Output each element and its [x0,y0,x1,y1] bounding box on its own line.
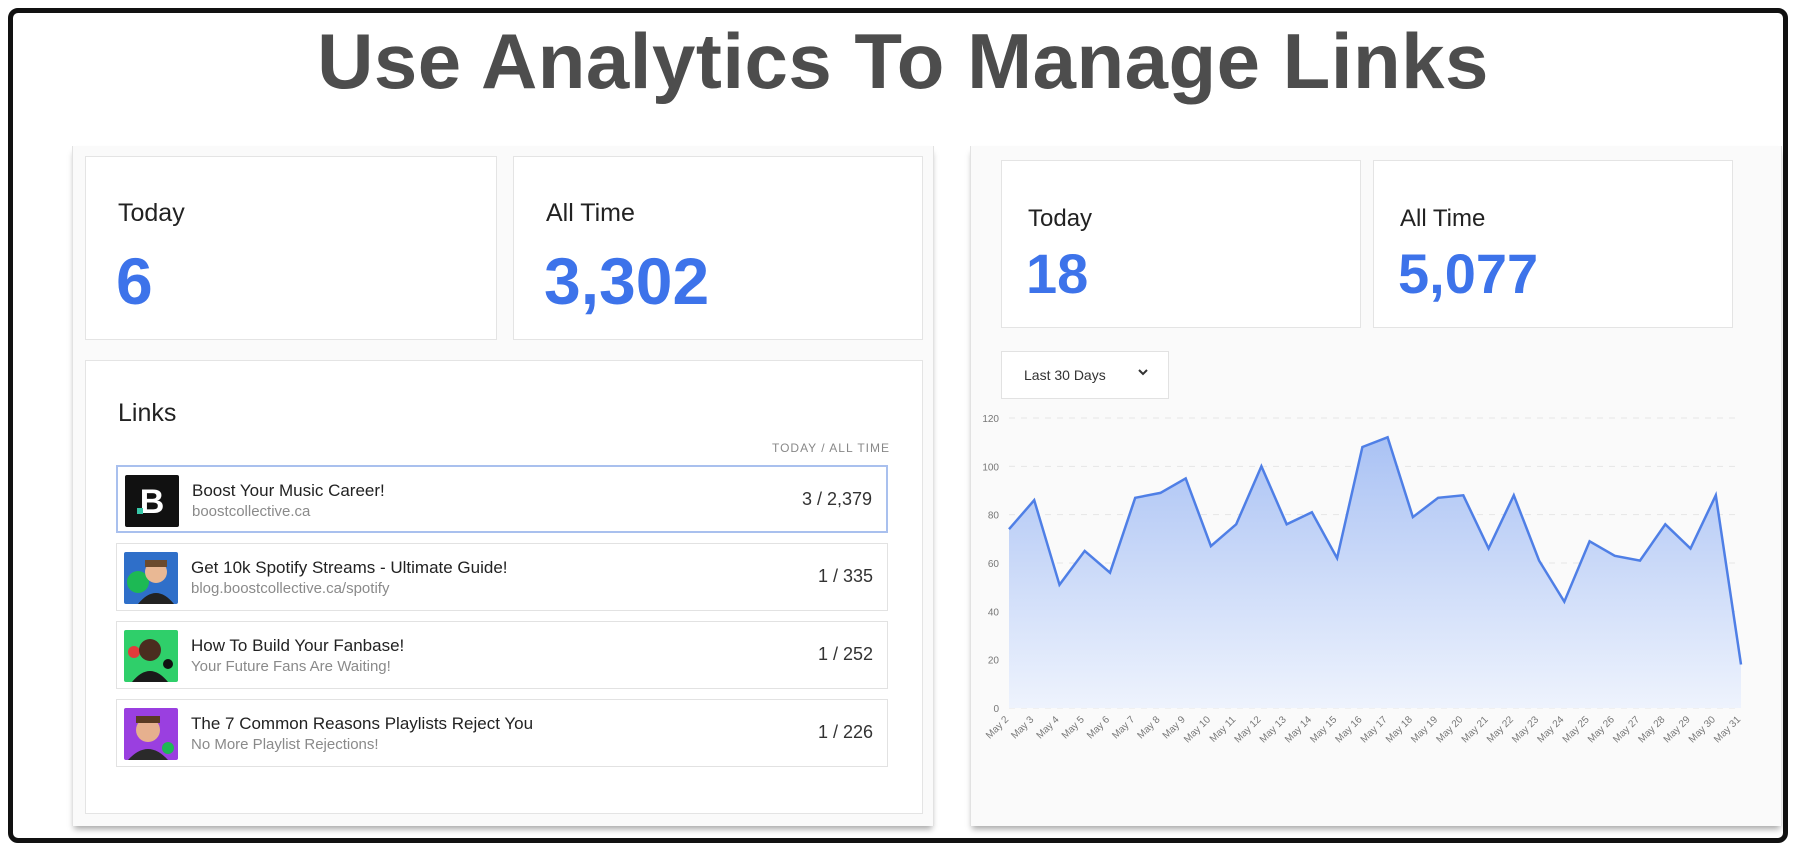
link-title: Get 10k Spotify Streams - Ultimate Guide… [191,558,508,577]
x-tick-label: May 30 [1687,714,1718,745]
all-time-label: All Time [546,199,635,227]
x-tick-label: May 12 [1233,714,1264,745]
x-tick-label: May 21 [1460,714,1491,745]
x-tick-label: May 4 [1035,714,1062,741]
link-subtitle: No More Playlist Rejections! [191,736,379,753]
column-header: TODAY / ALL TIME [771,441,890,455]
x-tick-label: May 15 [1308,714,1339,745]
x-tick-label: May 23 [1510,714,1541,745]
x-tick-label: May 25 [1561,714,1592,745]
y-tick-label: 40 [988,607,1000,618]
y-tick-label: 80 [988,511,1000,522]
y-axis-ticks: 0 20 40 60 80 100 120 [982,414,999,715]
x-tick-label: May 16 [1334,714,1365,745]
today-label: Today [1028,205,1093,232]
today-label: Today [118,199,185,227]
x-tick-label: May 3 [1009,714,1036,741]
link-row[interactable]: How To Build Your Fanbase! Your Future F… [116,621,888,689]
link-title: How To Build Your Fanbase! [191,636,405,655]
x-tick-label: May 29 [1662,714,1693,745]
link-row[interactable]: The 7 Common Reasons Playlists Reject Yo… [116,699,888,767]
x-tick-label: May 31 [1712,714,1743,745]
x-tick-label: May 24 [1535,714,1566,745]
y-tick-label: 60 [988,559,1000,570]
today-value: 18 [1026,242,1089,305]
person-thumbnail-icon [124,708,178,760]
date-range-label: Last 30 Days [1024,367,1106,383]
link-subtitle: boostcollective.ca [192,503,311,520]
x-tick-label: May 18 [1384,714,1415,745]
link-row[interactable]: Get 10k Spotify Streams - Ultimate Guide… [116,543,888,611]
link-subtitle: blog.boostcollective.ca/spotify [191,580,390,597]
x-tick-label: May 19 [1409,714,1440,745]
chevron-down-icon [1138,369,1148,376]
today-value: 6 [116,244,153,318]
series-line [1008,435,1743,665]
today-stat-card: Today 18 [1001,160,1361,328]
x-tick-label: May 2 [984,714,1011,741]
right-analytics-panel: Today 18 All Time 5,077 Last 30 Days 0 20… [970,146,1782,826]
date-range-dropdown[interactable]: Last 30 Days [1001,351,1169,399]
x-tick-label: May 26 [1586,714,1617,745]
y-tick-label: 0 [993,704,999,715]
x-tick-label: May 13 [1258,714,1289,745]
area-fill [1009,437,1741,708]
x-tick-label: May 8 [1136,714,1163,741]
link-counts: 1 / 252 [817,644,873,664]
svg-text:B: B [140,483,165,521]
link-counts: 3 / 2,379 [801,489,872,509]
all-time-stat-card: All Time 3,302 [513,156,923,340]
x-tick-label: May 14 [1283,714,1314,745]
x-tick-label: May 22 [1485,714,1516,745]
link-title: The 7 Common Reasons Playlists Reject Yo… [191,714,534,733]
headline: Use Analytics To Manage Links [317,17,1489,105]
x-tick-label: May 20 [1434,714,1465,745]
boost-logo-icon: B [125,475,179,527]
link-title: Boost Your Music Career! [192,481,385,500]
links-card: Links TODAY / ALL TIME B Boost Your Musi… [85,360,923,814]
left-analytics-panel: Today 6 All Time 3,302 Links TODAY / ALL… [72,146,934,826]
all-time-label: All Time [1400,205,1486,232]
link-row[interactable]: B Boost Your Music Career! boostcollecti… [116,465,888,533]
links-title: Links [118,399,177,427]
x-tick-label: May 5 [1060,714,1087,741]
all-time-value: 5,077 [1398,242,1539,305]
person-thumbnail-icon [124,630,178,682]
all-time-value: 3,302 [544,244,710,318]
person-thumbnail-icon [124,552,178,604]
y-tick-label: 120 [982,414,999,425]
x-tick-label: May 10 [1182,714,1213,745]
link-counts: 1 / 335 [817,566,873,586]
x-tick-label: May 28 [1636,714,1667,745]
link-subtitle: Your Future Fans Are Waiting! [191,658,391,675]
x-tick-label: May 6 [1085,714,1112,741]
all-time-stat-card: All Time 5,077 [1373,160,1733,328]
x-tick-label: May 27 [1611,714,1642,745]
y-tick-label: 100 [982,462,999,473]
today-stat-card: Today 6 [85,156,497,340]
link-counts: 1 / 226 [817,722,873,742]
y-tick-label: 20 [988,656,1000,667]
x-tick-label: May 7 [1110,714,1137,741]
x-tick-label: May 17 [1359,714,1390,745]
